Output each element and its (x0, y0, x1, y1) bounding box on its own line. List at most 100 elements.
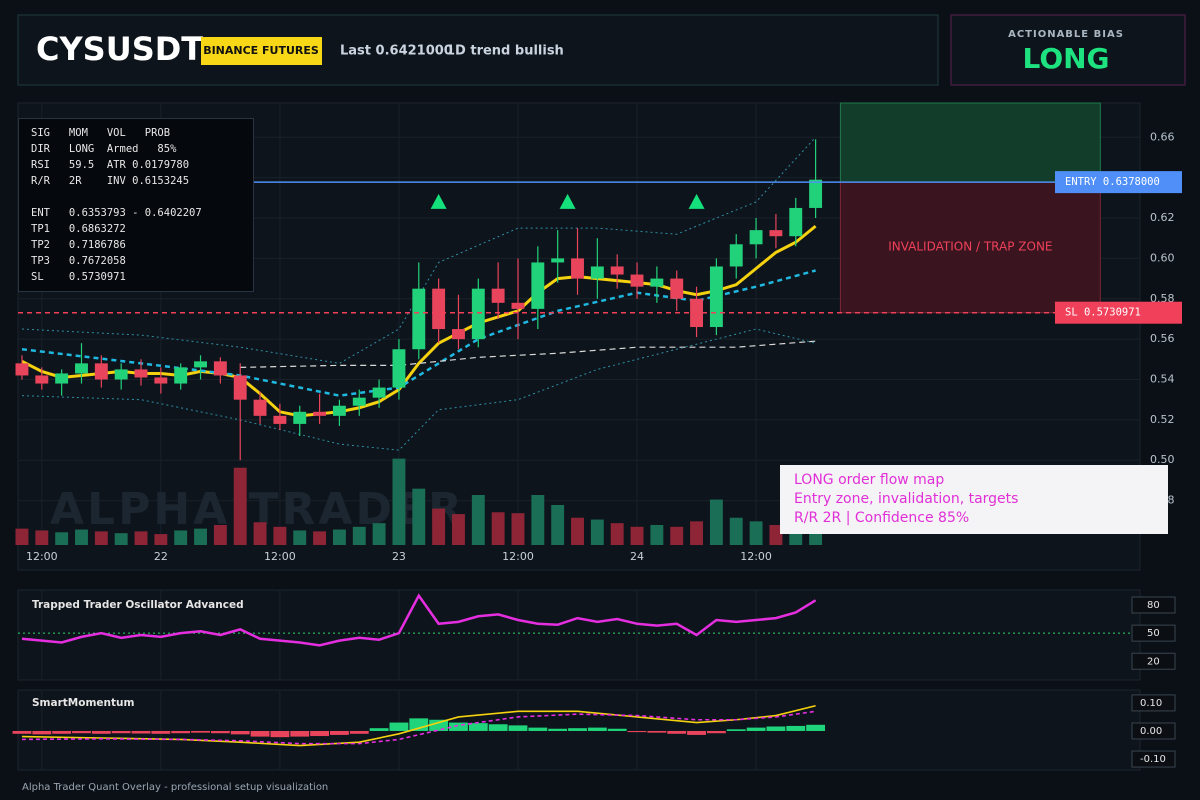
momentum-bar (687, 730, 706, 735)
candle-body (392, 349, 406, 388)
zone-label: INVALIDATION / TRAP ZONE (888, 240, 1052, 254)
momentum-bar (746, 727, 766, 731)
volume-bar (392, 458, 406, 545)
y-tick-label: 0.10 (1140, 698, 1162, 709)
momentum-bar (766, 726, 786, 731)
last-price: Last 0.6421000 (340, 44, 453, 59)
stats-line: SL 0.5730971 (31, 271, 126, 283)
candle-body (332, 405, 346, 416)
annotation-line: Entry zone, invalidation, targets (794, 491, 1019, 507)
momentum-bar (349, 730, 369, 734)
badge-bg (201, 37, 322, 65)
indicator-line (21, 328, 816, 451)
volume-bar (709, 499, 723, 545)
trend: 1D trend bullish (446, 44, 564, 59)
stats-line: TP2 0.7186786 (31, 239, 126, 251)
candle-body (511, 302, 525, 309)
volume-bar (94, 531, 108, 545)
volume-bar (749, 521, 763, 545)
candle-body (471, 288, 485, 340)
candle-body (491, 288, 505, 303)
x-tick-label: 23 (392, 550, 406, 563)
volume-bar (134, 531, 148, 545)
volume-bar (75, 529, 88, 545)
header-box (17, 14, 939, 86)
x-tick-label: 24 (630, 550, 644, 563)
x-tick-label: 22 (154, 550, 168, 563)
indicator-line (21, 136, 816, 364)
bias-box (950, 14, 1186, 86)
symbol: CYSUSDT (36, 30, 203, 68)
volume-bar (610, 523, 624, 545)
volume-bar (372, 523, 386, 545)
candle-body (789, 207, 803, 237)
y-tick-box (1131, 750, 1176, 768)
candle-body (75, 363, 88, 374)
candle-body (610, 266, 624, 275)
candle-body (709, 266, 723, 328)
y-tick-label: 0.60 (1150, 251, 1175, 264)
footer: Alpha Trader Quant Overlay - professiona… (22, 782, 328, 793)
momentum-bar (528, 727, 548, 731)
candle-body (670, 278, 684, 299)
candle-body (809, 179, 823, 208)
bias-label: ACTIONABLE BIAS (1008, 29, 1124, 40)
momentum-bar (111, 730, 131, 734)
oscillator-line (21, 593, 817, 647)
stats-line: DIR LONG Armed 85% (31, 143, 177, 155)
target-zone (839, 102, 1101, 183)
volume-bar (154, 534, 168, 545)
volume-bar (194, 528, 207, 545)
momentum-bar (310, 730, 330, 737)
panel-title: Trapped Trader Oscillator Advanced (32, 599, 244, 611)
y-tick-label: 0.50 (1150, 453, 1175, 466)
candle-body (15, 363, 29, 376)
y-tick-label: 0.54 (1150, 373, 1175, 386)
indicator-line (21, 224, 817, 418)
volume-bar (313, 531, 327, 545)
badge: BINANCE FUTURES (203, 44, 319, 57)
momentum-bar (806, 724, 826, 731)
volume-bar (233, 467, 247, 545)
annotation-line: LONG order flow map (794, 472, 945, 488)
stats-line: SIG MOM VOL PROB (31, 127, 171, 139)
stats-line: TP3 0.7672058 (31, 255, 126, 267)
momentum-bar (706, 730, 726, 734)
momentum-bar (210, 730, 230, 734)
volume-bar (35, 530, 49, 545)
volume-bar (293, 530, 307, 545)
sl-label-bg (1055, 301, 1182, 324)
candle-body (452, 329, 465, 340)
momentum-bar (726, 729, 746, 731)
momentum-bar (270, 730, 290, 738)
momentum-bar (52, 730, 72, 734)
momentum-bar (587, 727, 607, 731)
volume-bar (114, 533, 128, 545)
entry-label-bg (1055, 171, 1182, 194)
stats-line: RSI 59.5 ATR 0.0179780 (31, 159, 190, 171)
momentum-bar (171, 730, 191, 734)
stats-line: ENT 0.6353793 - 0.6402207 (31, 207, 202, 219)
candle-body (590, 266, 604, 279)
volume-bar (630, 526, 644, 545)
volume-bar (273, 526, 287, 545)
candle-body (551, 258, 565, 263)
momentum-bar (607, 728, 627, 731)
candle-body (313, 411, 327, 416)
candle-body (154, 377, 168, 384)
y-tick-box (1131, 652, 1176, 670)
candle-body (114, 369, 128, 380)
momentum-bar (488, 724, 508, 731)
volume-bar (213, 525, 227, 545)
momentum-bar (786, 725, 806, 731)
momentum-bar (191, 730, 210, 733)
panel-title: SmartMomentum (32, 697, 134, 709)
momentum-bar (32, 730, 52, 735)
y-tick-label: 80 (1147, 600, 1160, 611)
candle-body (134, 369, 148, 378)
candle-body (650, 278, 664, 287)
candle-body (233, 375, 247, 400)
volume-bar (15, 528, 29, 545)
y-tick-label: 20 (1147, 656, 1160, 667)
momentum-bar (250, 730, 270, 737)
